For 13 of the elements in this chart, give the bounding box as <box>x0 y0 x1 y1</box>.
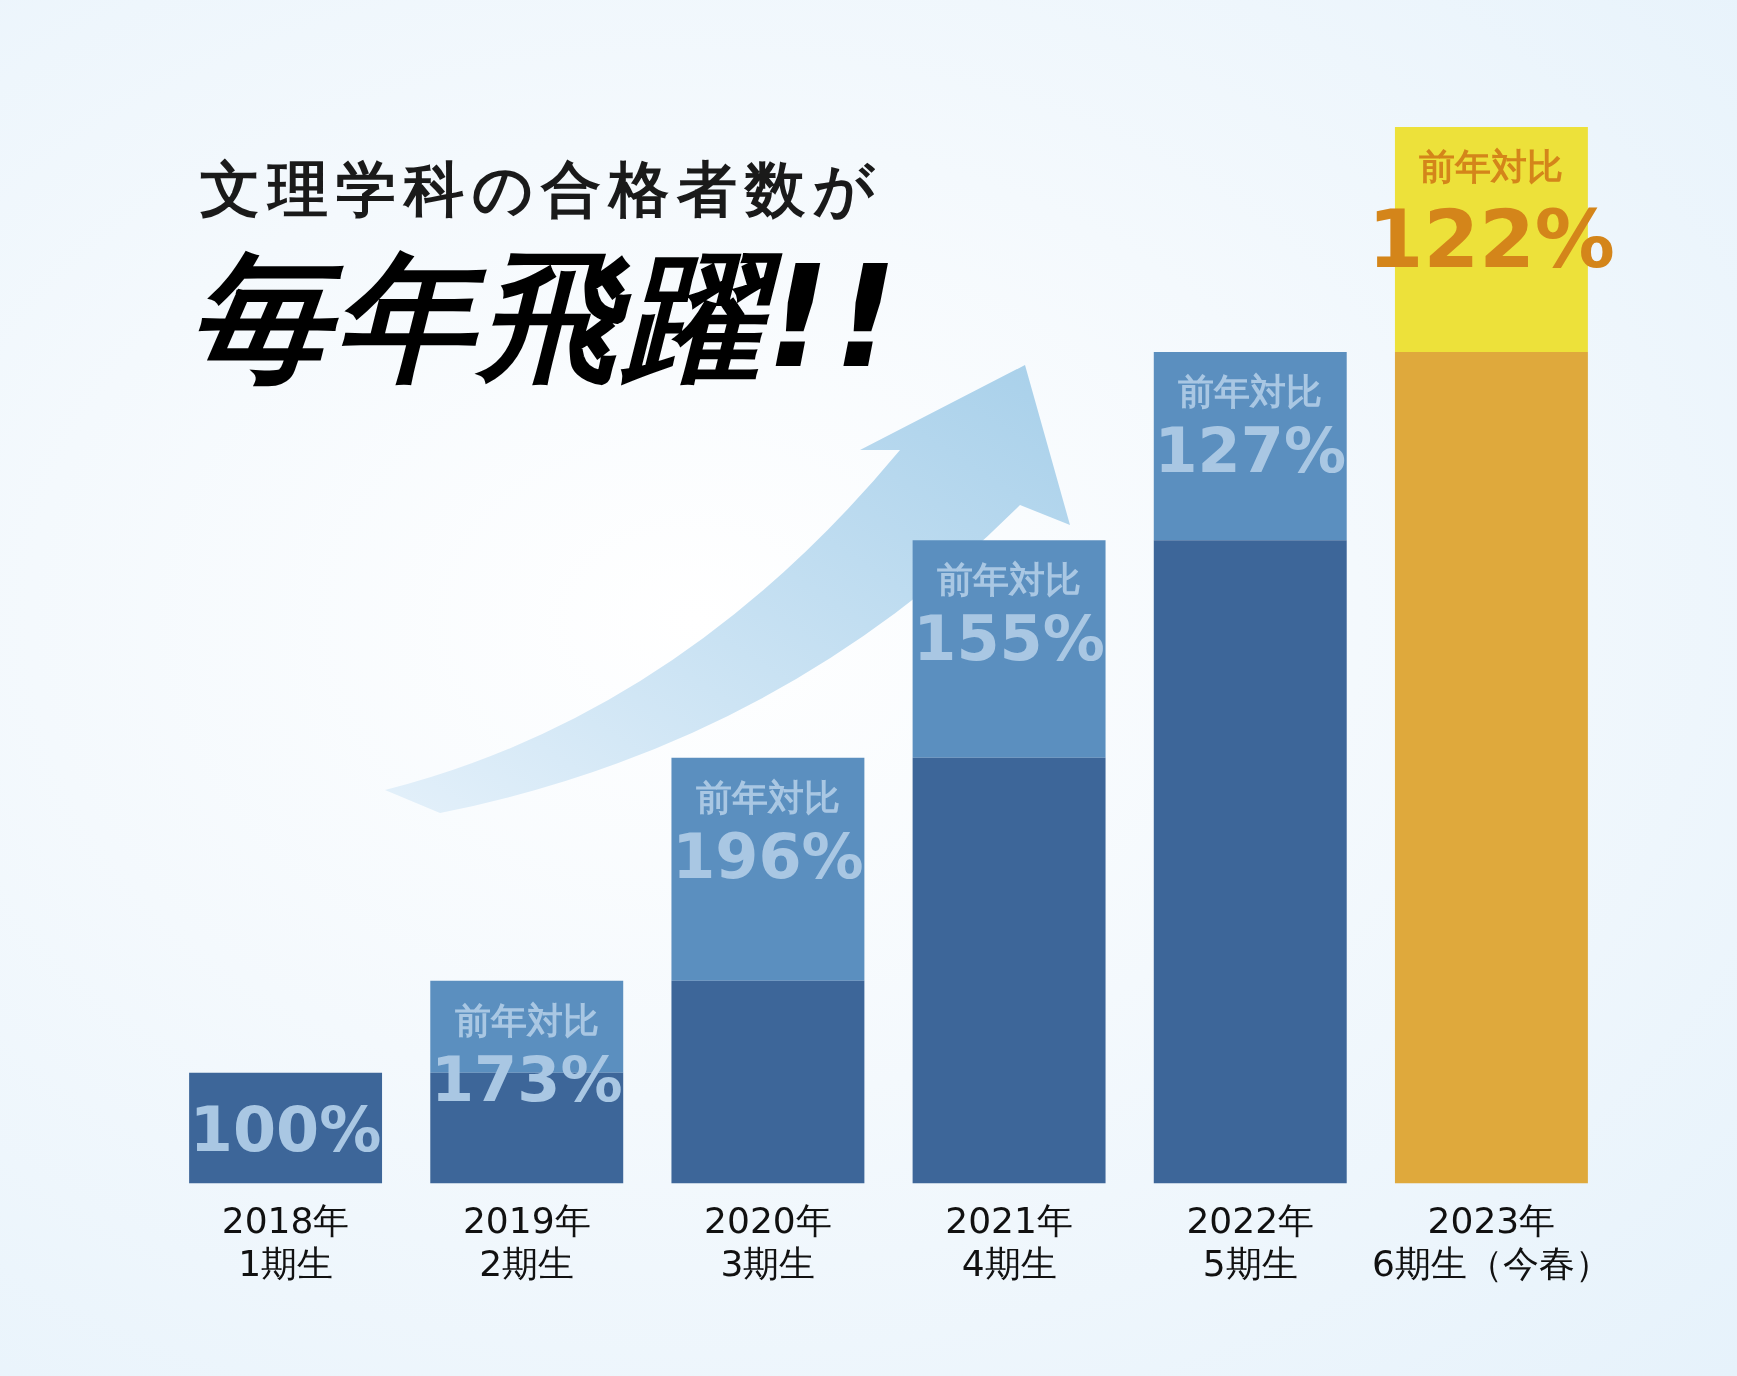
text: 毎年飛躍!! <box>190 235 902 401</box>
x-tick-label: 2019年 2期生 <box>462 1199 591 1284</box>
x-tick-label: 2021年 4期生 <box>945 1199 1073 1284</box>
x-tick-label: 2020年 3期生 <box>704 1199 832 1284</box>
x-tick-label: 2022年 5期生 <box>1186 1199 1315 1284</box>
annotation: 前年対比 196% <box>672 776 864 893</box>
text: 文理学科の合格者数が <box>200 153 882 226</box>
annotation: 100% <box>189 1092 382 1166</box>
annotation: 前年対比 155% <box>913 559 1105 676</box>
x-tick-label: 2018年 1期生 <box>221 1199 350 1284</box>
annotation: 前年対比 173% <box>430 999 623 1116</box>
annotation: 前年対比 127% <box>1154 371 1347 488</box>
x-tick-label: 2023年 6期生（今春） <box>1371 1199 1611 1284</box>
